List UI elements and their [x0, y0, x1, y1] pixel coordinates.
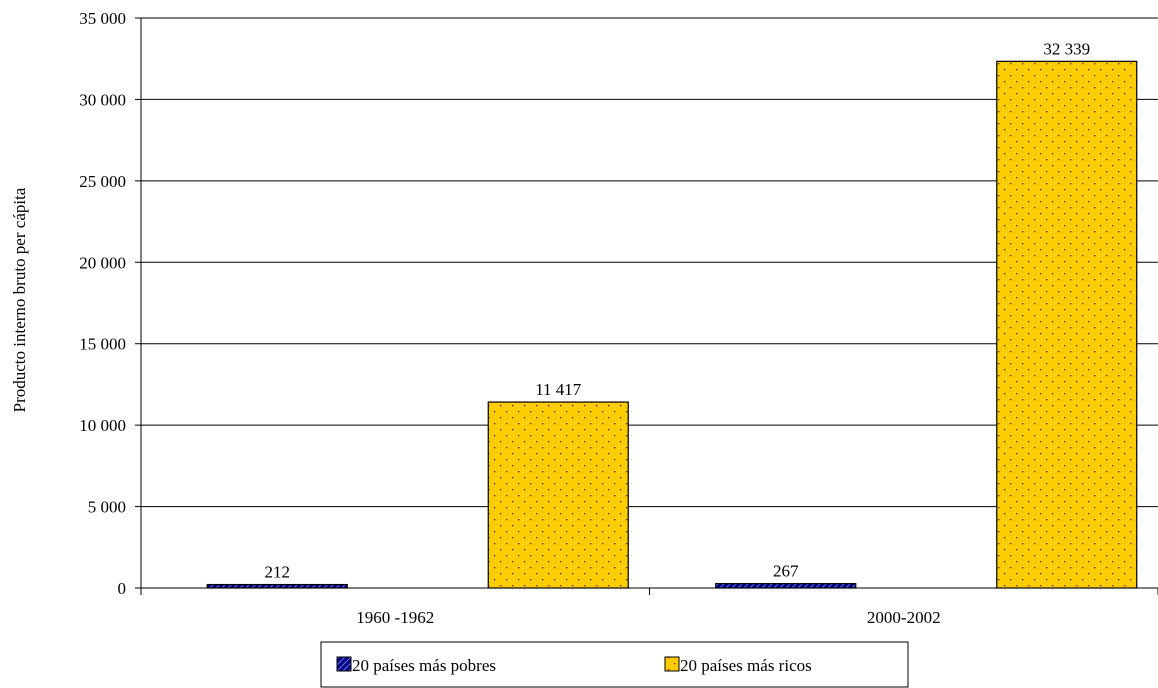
- bar-richest-1: [996, 60, 1138, 589]
- y-tick-label: 20 000: [79, 253, 126, 272]
- y-axis-title: Producto interno bruto per cápita: [10, 187, 29, 412]
- data-label: 32 339: [1043, 39, 1090, 58]
- data-label: 212: [265, 563, 291, 582]
- labels: 0 5 000 10 000 15 000 20 000 25 000 30 000 35 0…: [79, 9, 1090, 627]
- bar-poorest-0: [206, 583, 348, 589]
- x-tick-label: 1960 -1962: [356, 608, 434, 627]
- y-tick-label: 25 000: [79, 172, 126, 191]
- legend-swatch-richest: [664, 656, 680, 672]
- axes: [135, 17, 1158, 595]
- legend-label-poorest: 20 países más pobres: [352, 656, 496, 675]
- data-label: 11 417: [535, 380, 582, 399]
- bar-richest-0: [487, 401, 629, 589]
- y-tick-label: 30 000: [79, 90, 126, 109]
- bars: [206, 60, 1138, 589]
- y-tick-label: 5 000: [88, 498, 126, 517]
- y-tick-label: 15 000: [79, 335, 126, 354]
- legend-label-richest: 20 países más ricos: [680, 656, 812, 675]
- legend: 20 países más pobres 20 países más ricos: [320, 641, 909, 688]
- gridlines: [141, 17, 1158, 508]
- data-label: 267: [773, 562, 799, 581]
- y-tick-label: 10 000: [79, 416, 126, 435]
- legend-swatch-poorest: [336, 656, 352, 672]
- bar-poorest-1: [715, 583, 857, 589]
- y-tick-label: 35 000: [79, 9, 126, 28]
- y-tick-label: 0: [118, 579, 127, 598]
- x-tick-label: 2000-2002: [867, 608, 941, 627]
- legend-box: [320, 641, 909, 688]
